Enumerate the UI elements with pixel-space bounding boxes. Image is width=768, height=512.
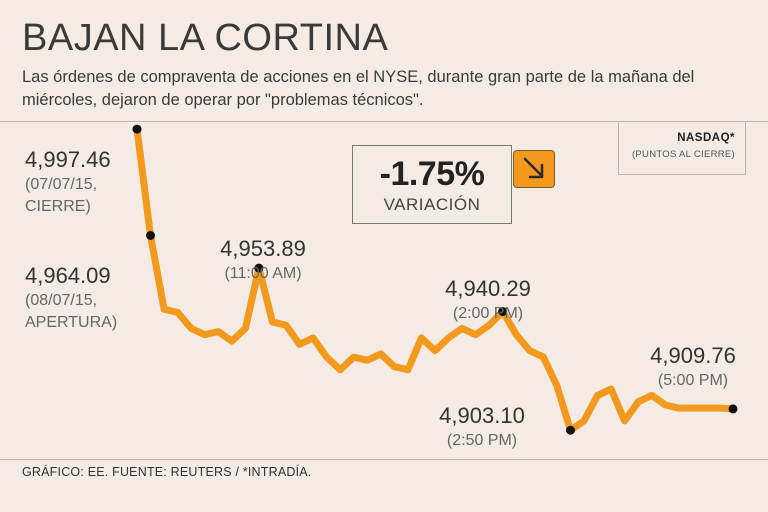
bottom-divider xyxy=(0,459,768,460)
data-label-value: 4,903.10 xyxy=(439,403,525,428)
data-point-marker xyxy=(498,307,508,316)
data-label-value: 4,909.76 xyxy=(650,343,736,368)
variation-label: VARIACIÓN xyxy=(383,195,481,214)
arrow-down-right-icon xyxy=(523,157,544,179)
legend-box: NASDAQ* (PUNTOS AL CIERRE) xyxy=(618,121,746,175)
data-label-value: 4,997.46 xyxy=(25,147,111,172)
marker-layer xyxy=(132,124,738,435)
data-point-marker xyxy=(254,263,264,273)
chart-title: BAJAN LA CORTINA xyxy=(22,17,389,59)
data-label-detail: (11:00 AM) xyxy=(224,265,301,282)
label-layer: 4,997.46 (07/07/15, CIERRE) 4,964.09 (08/07/… xyxy=(25,147,736,449)
data-label-detail: (07/07/15, xyxy=(25,176,97,193)
legend-index-name: NASDAQ* xyxy=(677,132,735,144)
data-label-detail: (2:00 PM) xyxy=(453,305,523,322)
variation-box: -1.75% VARIACIÓN xyxy=(352,145,512,224)
data-point-marker xyxy=(728,404,738,414)
data-label-value: 4,964.09 xyxy=(25,263,111,288)
data-label-detail: (2:50 PM) xyxy=(447,432,517,449)
series-line-layer xyxy=(133,125,737,434)
data-label-detail: (5:00 PM) xyxy=(658,372,728,389)
data-point-marker xyxy=(132,124,142,134)
source-footer: GRÁFICO: EE. FUENTE: REUTERS / *INTRADÍA… xyxy=(22,465,312,479)
data-point-marker xyxy=(566,425,575,435)
data-label-value: 4,940.29 xyxy=(445,276,531,301)
legend-note: (PUNTOS AL CIERRE) xyxy=(631,149,735,160)
top-divider xyxy=(0,121,768,122)
data-label-value: 4,953.89 xyxy=(220,236,306,261)
variation-value: -1.75% xyxy=(379,155,485,193)
data-label-detail: APERTURA) xyxy=(25,314,117,331)
data-label-detail: (08/07/15, xyxy=(25,292,97,309)
data-label-detail: CIERRE) xyxy=(25,198,91,215)
chart-subtitle: Las órdenes de compraventa de acciones e… xyxy=(22,68,695,109)
data-point-marker xyxy=(146,231,155,240)
series-line-nasdaq xyxy=(133,125,737,434)
variation-badge xyxy=(513,150,555,188)
